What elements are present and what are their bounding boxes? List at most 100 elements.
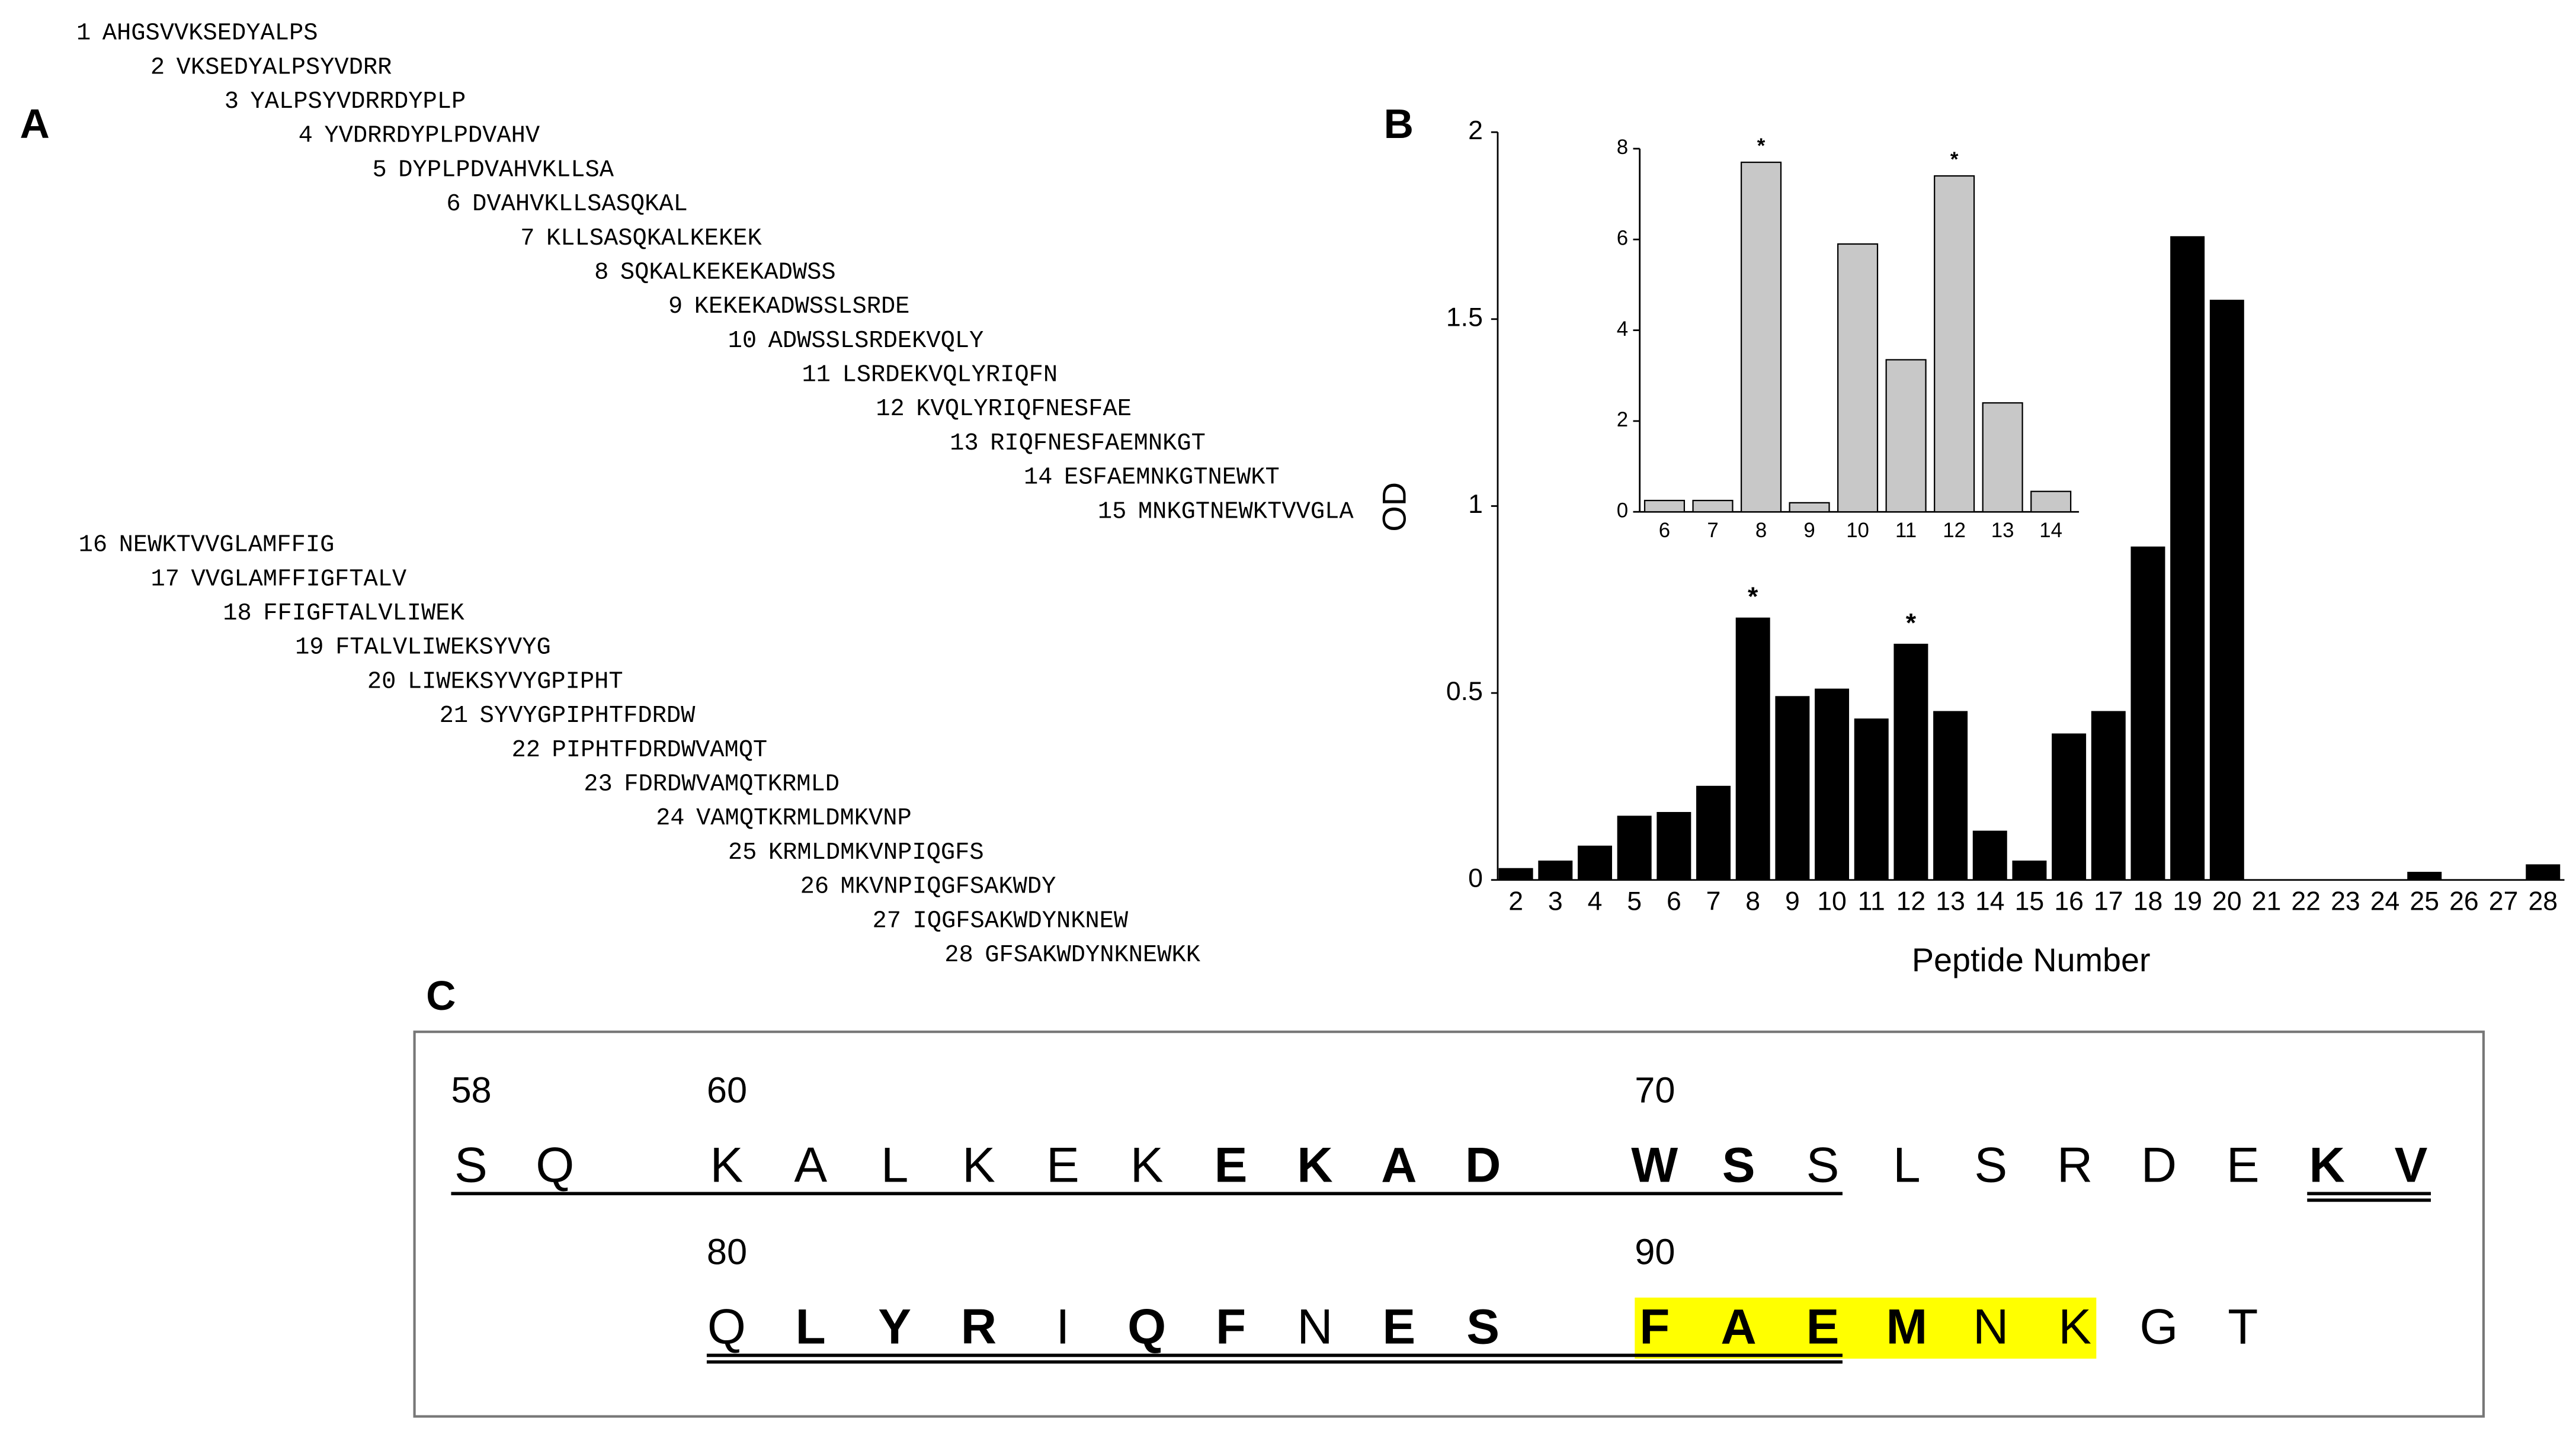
residue: A <box>794 1137 827 1193</box>
residue: K <box>1130 1137 1164 1193</box>
bar <box>1893 643 1928 881</box>
y-tick-label: 1.5 <box>1446 303 1483 332</box>
peptide-number: 8 <box>594 259 608 286</box>
residue: L <box>1893 1137 1921 1193</box>
residue: F <box>1639 1299 1670 1354</box>
panel-label: C <box>426 972 456 1019</box>
peptide-sequence: FTALVLIWEKSYVYG <box>335 634 551 662</box>
x-tick-label: 14 <box>1975 887 2005 916</box>
peptide-number: 20 <box>367 668 396 695</box>
x-tick-label: 12 <box>1943 519 1966 542</box>
peptide-sequence: KLLSASQKALKEKEK <box>546 225 762 252</box>
x-tick-label: 12 <box>1896 887 1926 916</box>
bar <box>1740 161 1782 513</box>
x-tick-label: 25 <box>2410 887 2439 916</box>
bar <box>2170 236 2205 881</box>
x-tick-label: 6 <box>1667 887 1681 916</box>
x-tick-label: 7 <box>1706 887 1721 916</box>
x-tick-label: 11 <box>1895 519 1917 542</box>
residue: Q <box>707 1299 746 1354</box>
x-tick-label: 6 <box>1659 519 1670 542</box>
peptide-number: 21 <box>440 702 469 730</box>
panel-label: A <box>20 101 49 147</box>
residue: L <box>881 1137 909 1193</box>
peptide-sequence: VAMQTKRMLDMKVNP <box>696 805 912 832</box>
peptide-sequence: SQKALKEKEKADWSS <box>620 259 836 286</box>
x-tick-label: 7 <box>1707 519 1718 542</box>
y-tick-label: 6 <box>1617 227 1628 250</box>
peptide-sequence: KRMLDMKVNPIQGFS <box>768 839 984 866</box>
peptide-number: 14 <box>1024 464 1053 492</box>
peptide-sequence: KEKEKADWSSLSRDE <box>694 293 910 320</box>
bar <box>1538 861 1573 881</box>
peptide-sequence: MKVNPIQGFSAKWDY <box>841 874 1056 901</box>
peptide-sequence: DYPLPDVAHVKLLSA <box>398 156 614 184</box>
residue: M <box>1886 1299 1928 1354</box>
residue: Q <box>1127 1299 1166 1354</box>
bar <box>1982 402 2023 513</box>
residue: S <box>1466 1299 1500 1354</box>
residue: W <box>1631 1137 1678 1193</box>
peptide-number: 1 <box>76 20 91 47</box>
y-tick-label: 1 <box>1468 490 1483 519</box>
y-tick-label: 8 <box>1617 136 1628 159</box>
x-tick-label: 4 <box>1588 887 1603 916</box>
residue: A <box>1381 1137 1417 1193</box>
peptide-sequence: NEWKTVVGLAMFFIG <box>119 532 335 559</box>
residue-number: 58 <box>451 1069 491 1110</box>
bar <box>1815 688 1850 881</box>
x-tick-label: 23 <box>2331 887 2360 916</box>
bar <box>1789 502 1830 513</box>
residue: I <box>1056 1299 1069 1354</box>
peptide-sequence: GFSAKWDYNKNEWKK <box>985 942 1200 969</box>
peptide-sequence: FFIGFTALVLIWEK <box>263 600 464 627</box>
residue: S <box>1722 1137 1755 1193</box>
x-tick-label: 3 <box>1548 887 1563 916</box>
residue-number: 80 <box>707 1231 747 1272</box>
bar <box>1934 175 1975 513</box>
residue: R <box>961 1299 997 1354</box>
bar <box>1577 845 1612 881</box>
bar <box>2130 546 2165 881</box>
residue: E <box>1806 1299 1840 1354</box>
annotation: * <box>1950 148 1959 171</box>
peptide-number: 22 <box>511 737 540 764</box>
residue: S <box>1806 1137 1840 1193</box>
x-tick-label: 16 <box>2054 887 2084 916</box>
bar <box>1775 696 1810 881</box>
peptide-number: 17 <box>150 566 179 593</box>
peptide-number: 19 <box>295 634 324 662</box>
x-tick-label: 20 <box>2212 887 2242 916</box>
x-tick-label: 14 <box>2039 519 2062 542</box>
peptide-sequence: FDRDWVAMQTKRMLD <box>624 771 840 798</box>
peptide-sequence: LIWEKSYVYGPIPHT <box>408 668 623 695</box>
peptide-number: 12 <box>876 396 905 423</box>
peptide-sequence: RIQFNESFAEMNKGT <box>990 430 1206 457</box>
peptide-number: 25 <box>728 839 757 866</box>
peptide-number: 15 <box>1098 498 1127 525</box>
residue: N <box>1297 1299 1332 1354</box>
peptide-sequence: MNKGTNEWKTVVGLA <box>1138 498 1354 525</box>
annotation: * <box>1757 134 1766 158</box>
bar <box>1617 816 1652 881</box>
residue: E <box>1215 1137 1248 1193</box>
x-tick-label: 15 <box>2015 887 2045 916</box>
residue: E <box>2226 1137 2260 1193</box>
peptide-number: 23 <box>584 771 613 798</box>
bar <box>1837 243 1879 513</box>
x-axis-label: Peptide Number <box>1912 942 2151 978</box>
residue: K <box>710 1137 743 1193</box>
y-tick-label: 0.5 <box>1446 677 1483 706</box>
x-tick-label: 5 <box>1627 887 1642 916</box>
annotation: * <box>1748 582 1758 611</box>
x-tick-label: 24 <box>2370 887 2400 916</box>
residue-number: 90 <box>1635 1231 1675 1272</box>
y-tick-label: 0 <box>1468 864 1483 893</box>
residue: K <box>962 1137 995 1193</box>
peptide-number: 9 <box>668 293 683 320</box>
peptide-sequence: ESFAEMNKGTNEWKT <box>1064 464 1280 492</box>
peptide-sequence: DVAHVKLLSASQKAL <box>472 191 688 218</box>
bar <box>1735 617 1770 881</box>
